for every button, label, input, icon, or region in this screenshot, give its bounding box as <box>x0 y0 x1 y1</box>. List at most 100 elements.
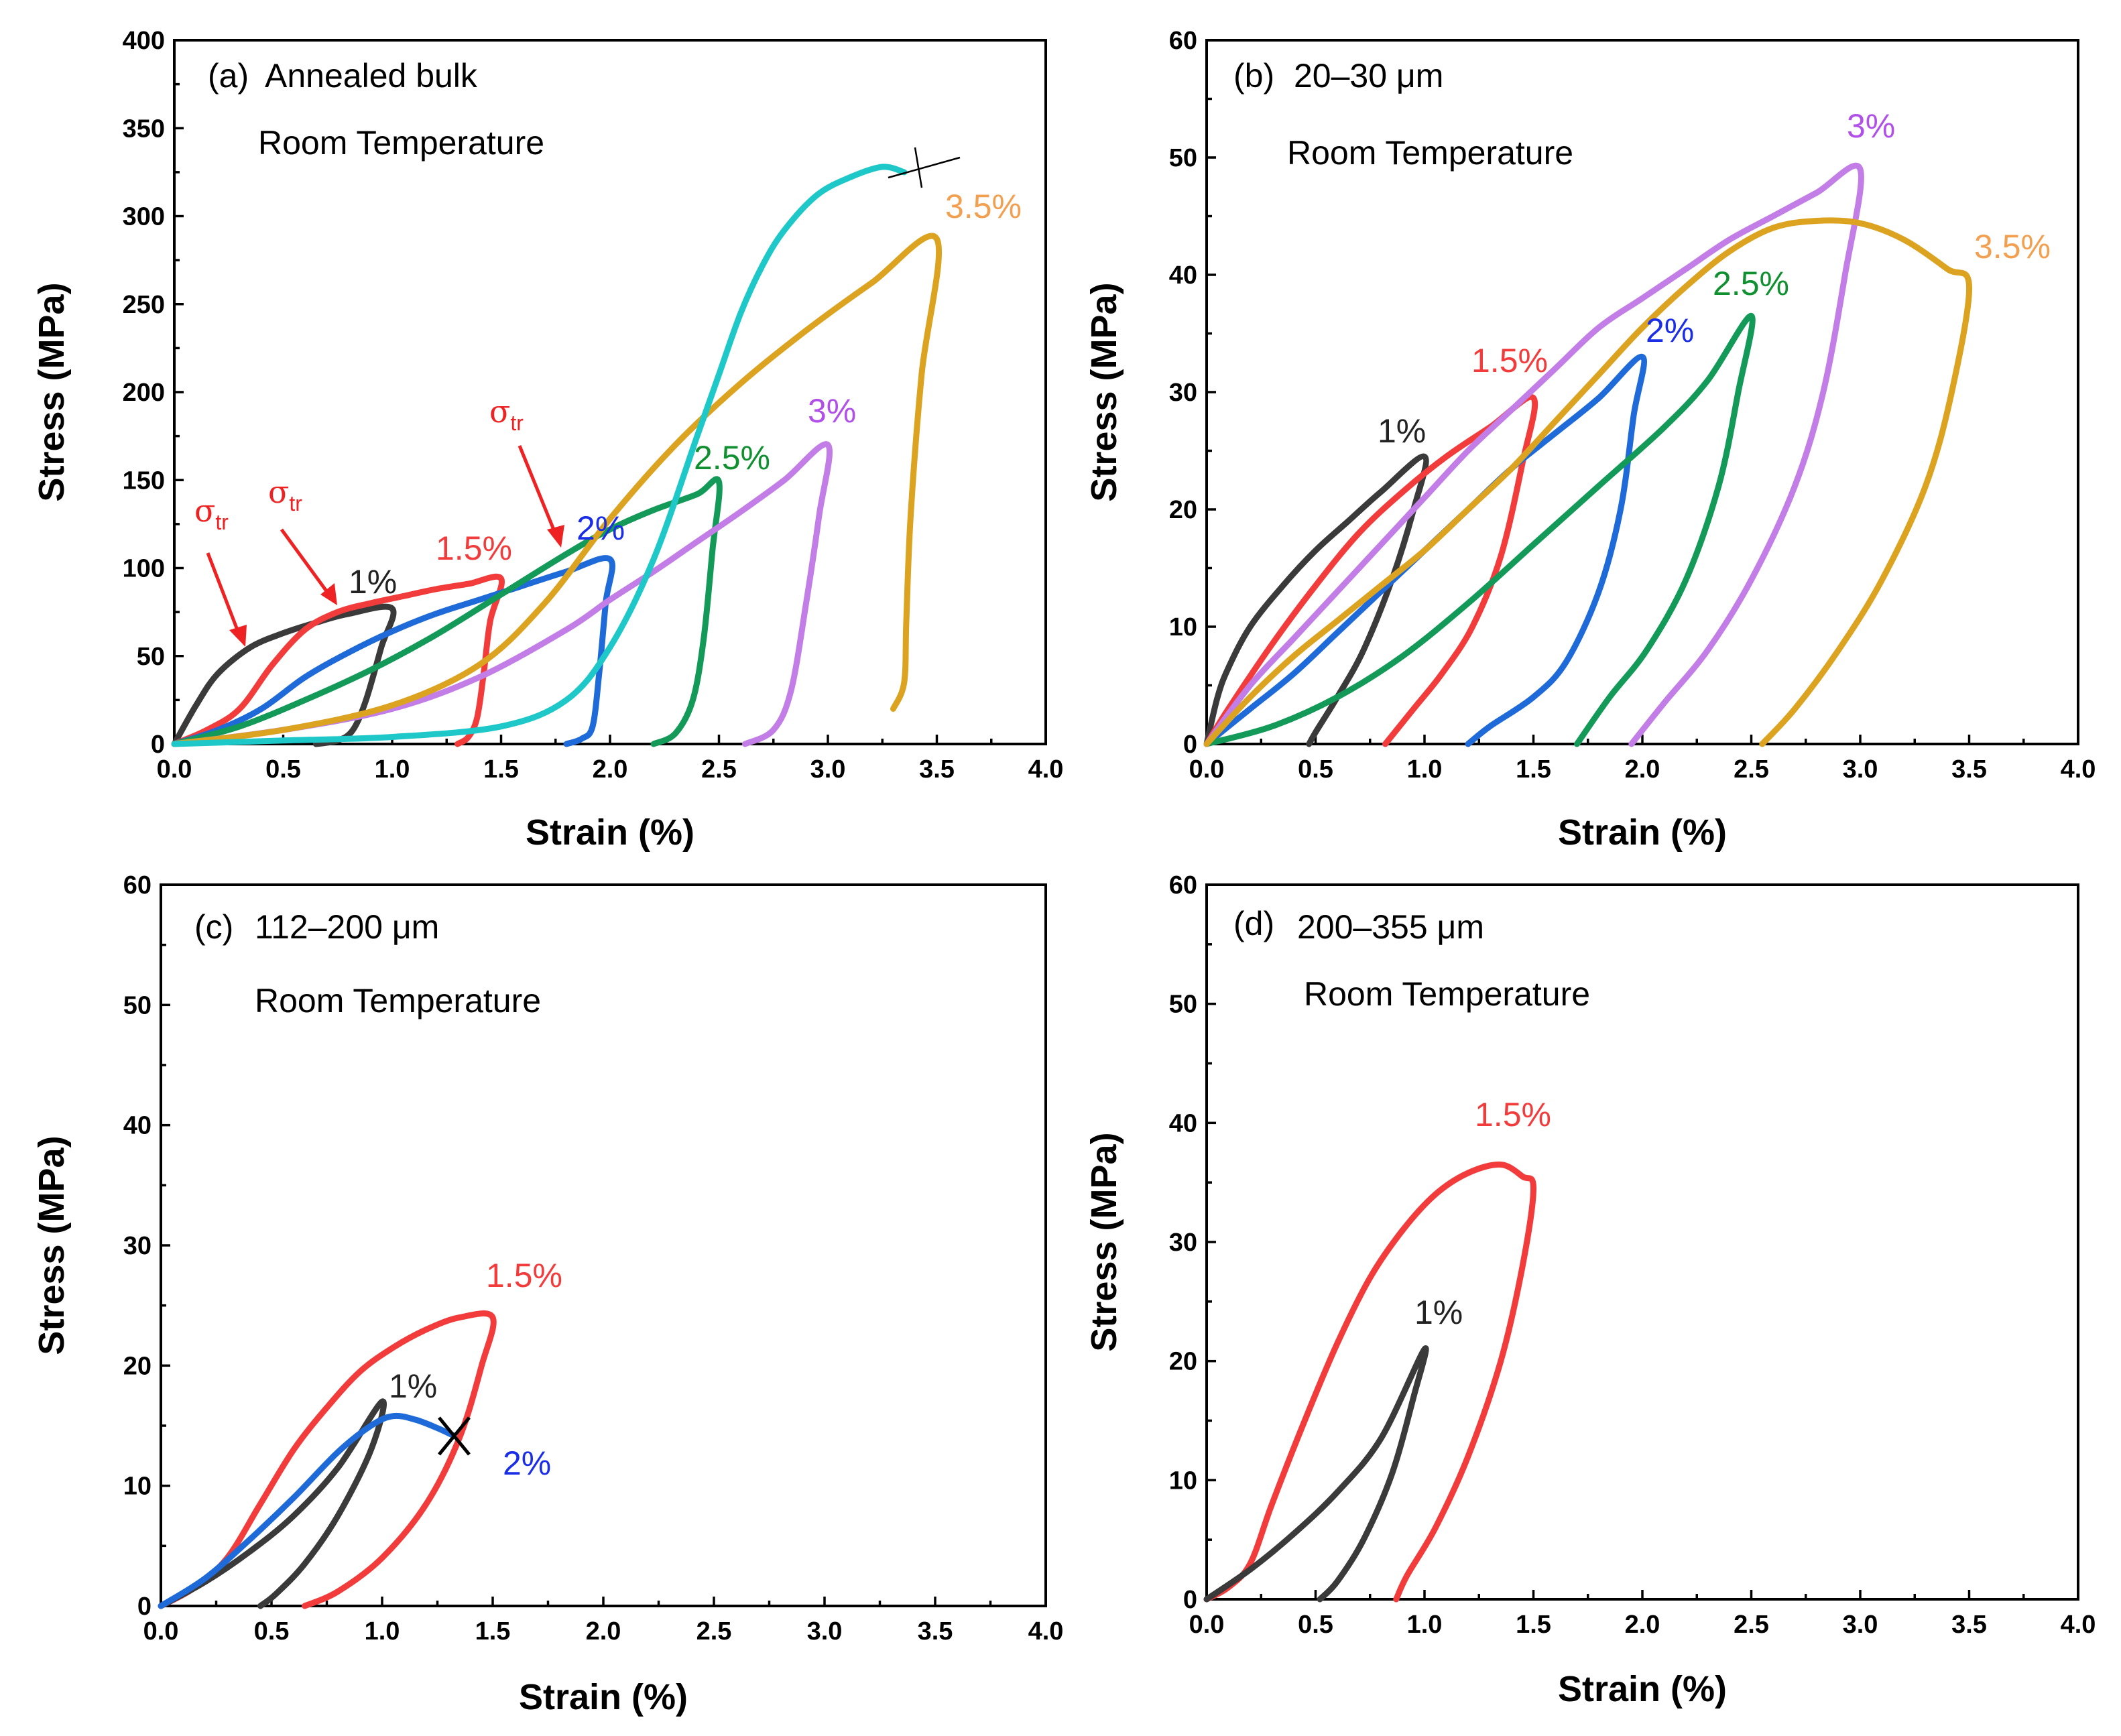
curve-b-2_5_ <box>1203 312 1756 747</box>
x-tick-label: 1.0 <box>1407 755 1443 784</box>
arrow-head-2 <box>320 583 337 605</box>
label-3pct-a: 3% <box>808 392 856 430</box>
x-tick-label: 1.0 <box>1407 1611 1443 1639</box>
label-2_5pct-b: 2.5% <box>1713 265 1789 302</box>
y-tick-label: 250 <box>123 291 165 319</box>
curve-a-1_5_ <box>171 573 505 747</box>
label-1_5pct-d: 1.5% <box>1475 1096 1551 1133</box>
panel-label-d: (d) <box>1233 905 1274 942</box>
x-tick-label: 0.0 <box>1189 755 1225 784</box>
curve-b-3_ <box>1203 162 1864 747</box>
x-tick-label: 1.5 <box>1516 755 1551 784</box>
x-tick-label: 0.0 <box>1189 1611 1225 1639</box>
arrow-line-1 <box>206 552 242 637</box>
label-2pct-b: 2% <box>1646 312 1694 349</box>
panel-subtitle-a: Room Temperature <box>258 124 544 162</box>
x-tick-label: 2.0 <box>593 755 628 784</box>
y-tick-label: 400 <box>123 27 165 55</box>
panel-label-a: (a) <box>208 57 249 95</box>
x-tick-label: 0.5 <box>1298 1611 1333 1639</box>
curve-c-1_5_ <box>158 1310 497 1609</box>
y-tick-label: 350 <box>123 115 165 143</box>
arrow-head-1 <box>229 625 247 647</box>
arrow-line-3 <box>518 445 558 537</box>
ticks-d: 0.0 0.5 1.0 1.5 2.0 2.5 3.0 3.5 4.0 0 10 20 30 40 50 60 <box>1169 871 2096 1639</box>
x-tick-label: 4.0 <box>2061 755 2096 784</box>
label-1_5pct-c: 1.5% <box>486 1257 562 1294</box>
y-tick-label: 300 <box>123 203 165 231</box>
panel-c: 0.0 0.5 1.0 1.5 2.0 2.5 3.0 3.5 4.0 0 10 20 30 40 50 60… <box>32 871 1063 1717</box>
y-tick-label: 200 <box>123 379 165 407</box>
x-axis-title-c: Strain (%) <box>519 1677 688 1717</box>
x-tick-label: 3.0 <box>807 1617 843 1646</box>
x-tick-label: 2.5 <box>701 755 737 784</box>
label-2_5pct-a: 2.5% <box>694 439 770 477</box>
x-tick-label: 2.5 <box>1734 755 1769 784</box>
label-1pct-d: 1% <box>1414 1294 1463 1331</box>
fracture-line-1 <box>888 156 961 179</box>
curve-a-3_5_ <box>171 233 943 747</box>
x-tick-label: 0.5 <box>265 755 301 784</box>
x-tick-label: 1.0 <box>365 1617 400 1646</box>
label-1pct-b: 1% <box>1378 412 1426 450</box>
y-axis-title-a: Stress (MPa) <box>32 282 72 501</box>
panel-subtitle-c: Room Temperature <box>255 982 541 1019</box>
label-1_5pct-b: 1.5% <box>1471 342 1548 379</box>
label-3_5pct-a: 3.5% <box>945 188 1022 225</box>
y-axis-title-c: Stress (MPa) <box>32 1135 72 1355</box>
x-tick-label: 2.0 <box>1625 1611 1660 1639</box>
y-tick-label: 150 <box>123 467 165 495</box>
panel-b: 0.0 0.5 1.0 1.5 2.0 2.5 3.0 3.5 4.0 0 10 20 30 40 50 60… <box>1084 27 2096 853</box>
curves-a <box>171 164 943 747</box>
x-tick-label: 0.5 <box>1298 755 1333 784</box>
x-tick-label: 0.0 <box>143 1617 179 1646</box>
y-tick-label: 0 <box>137 1593 152 1621</box>
curve-a-3_ <box>171 441 833 747</box>
x-tick-label: 2.0 <box>1625 755 1660 784</box>
x-tick-label: 1.5 <box>1516 1611 1551 1639</box>
curves-d <box>1203 1161 1536 1603</box>
y-tick-label: 50 <box>123 991 152 1019</box>
x-tick-label: 0.0 <box>157 755 192 784</box>
y-tick-label: 20 <box>123 1352 152 1380</box>
curve-d-1_5_ <box>1203 1161 1536 1603</box>
panel-subtitle-d: Room Temperature <box>1304 975 1590 1013</box>
y-tick-label: 10 <box>123 1473 152 1501</box>
panel-d: 0.0 0.5 1.0 1.5 2.0 2.5 3.0 3.5 4.0 0 10 20 30 40 50 60… <box>1084 871 2096 1709</box>
x-tick-label: 1.5 <box>475 1617 511 1646</box>
ticks-b: 0.0 0.5 1.0 1.5 2.0 2.5 3.0 3.5 4.0 0 10 20 30 40 50 60 <box>1169 27 2096 784</box>
curve-a-fracture <box>171 164 908 747</box>
label-3_5pct-b: 3.5% <box>1974 228 2051 265</box>
y-tick-label: 30 <box>123 1232 152 1260</box>
x-tick-label: 3.0 <box>1843 755 1878 784</box>
x-tick-label: 0.5 <box>254 1617 290 1646</box>
x-tick-label: 2.0 <box>586 1617 621 1646</box>
curve-a-2_5_ <box>171 476 723 747</box>
curve-d-1_ <box>1203 1345 1429 1603</box>
y-tick-label: 40 <box>1169 1109 1197 1137</box>
x-tick-label: 2.5 <box>696 1617 732 1646</box>
x-tick-label: 3.5 <box>919 755 955 784</box>
y-tick-label: 50 <box>137 643 165 671</box>
x-tick-label: 3.0 <box>810 755 846 784</box>
arrow-line-2 <box>280 528 332 598</box>
x-tick-label: 4.0 <box>2061 1611 2096 1639</box>
y-tick-label: 40 <box>123 1112 152 1140</box>
y-tick-label: 20 <box>1169 496 1197 524</box>
curve-a-1_ <box>171 603 397 747</box>
curves-b <box>1203 162 1973 747</box>
x-tick-label: 4.0 <box>1028 755 1064 784</box>
x-axis-title-b: Strain (%) <box>1558 812 1727 853</box>
y-tick-label: 100 <box>123 555 165 583</box>
curve-c-2_ <box>158 1412 457 1609</box>
sigma-tr-label-1: σtr <box>194 493 229 534</box>
x-tick-label: 3.5 <box>1951 1611 1987 1639</box>
panel-label-c: (c) <box>194 908 233 946</box>
x-tick-label: 2.5 <box>1734 1611 1769 1639</box>
panel-title-b: 20–30 μm <box>1294 57 1443 95</box>
label-1pct-a: 1% <box>349 563 397 601</box>
panel-a: 0.0 0.5 1.0 1.5 2.0 2.5 3.0 3.5 4.0 0 50 100 150 200 2… <box>32 27 1063 853</box>
curve-b-2_ <box>1203 353 1647 747</box>
y-tick-label: 0 <box>1183 1586 1197 1614</box>
